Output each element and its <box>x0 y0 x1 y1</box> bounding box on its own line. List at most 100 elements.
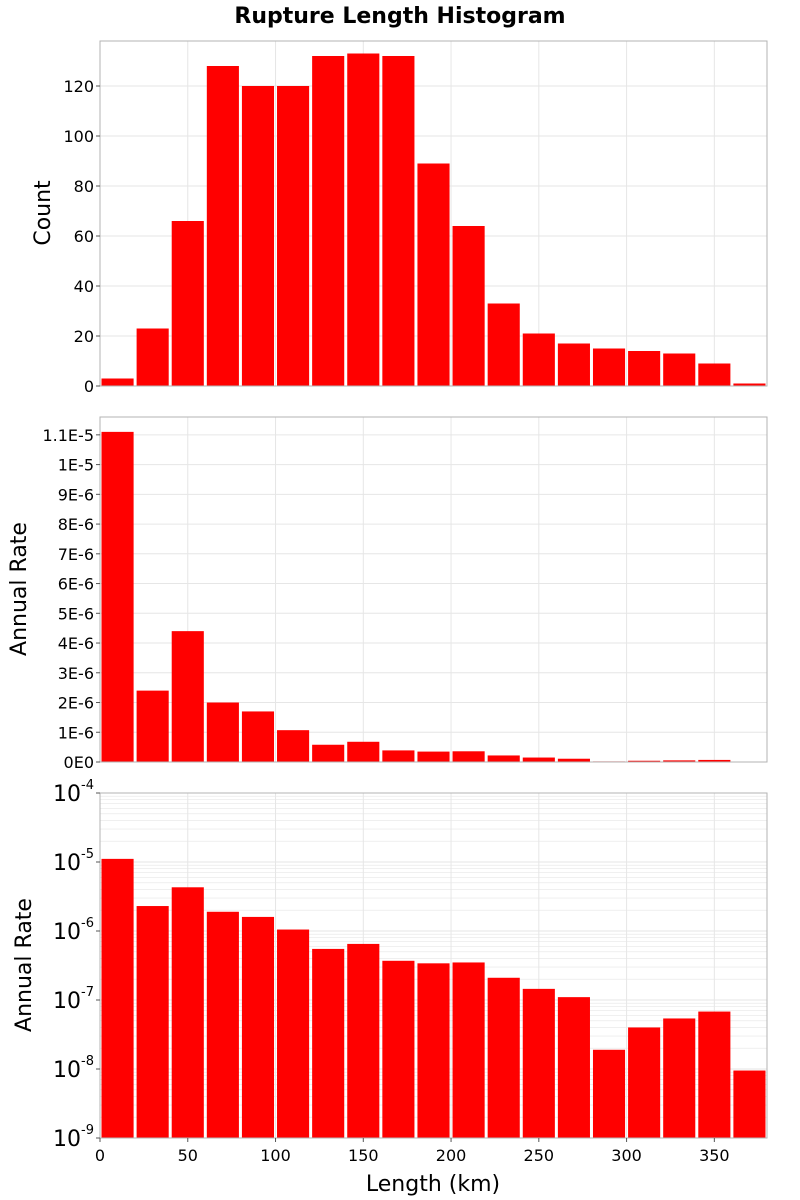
histogram-bar <box>663 353 696 386</box>
y-axis-label: Annual Rate <box>12 898 37 1032</box>
histogram-bar <box>382 750 415 762</box>
histogram-bar <box>592 348 626 386</box>
y-tick-labels: 0 20 40 60 80 100 120 <box>63 77 100 396</box>
y-tick-label: 8E-6 <box>58 515 94 534</box>
histogram-bar <box>206 66 239 386</box>
histogram-bar <box>277 86 310 386</box>
bars <box>101 858 766 1138</box>
x-tick-label: 150 <box>348 1146 379 1165</box>
plot-frame <box>99 40 768 387</box>
x-tick-label: 350 <box>699 1146 730 1165</box>
histogram-bar <box>698 759 731 762</box>
y-tick-labels: 10-9 10-8 10-7 10-6 10-5 10-4 <box>53 778 100 1152</box>
histogram-bar <box>101 431 134 762</box>
x-tick-label: 100 <box>260 1146 291 1165</box>
histogram-bar <box>698 363 731 386</box>
y-axis-label: Annual Rate <box>7 522 32 656</box>
y-tick-label: 60 <box>74 227 94 246</box>
histogram-bar <box>557 997 590 1138</box>
histogram-bar <box>206 702 239 762</box>
histogram-bar <box>628 351 661 386</box>
histogram-bar <box>733 383 766 386</box>
histogram-bar <box>628 1027 661 1138</box>
histogram-bar <box>417 163 450 386</box>
histogram-bar <box>347 741 380 762</box>
annual-rate-log-panel: 10-9 10-8 10-7 10-6 10-5 10-4 0 50 100 150 200 250 3… <box>12 778 768 1165</box>
histogram-bar <box>277 730 310 762</box>
chart-title: Rupture Length Histogram <box>234 4 565 29</box>
histogram-bar <box>382 56 415 386</box>
histogram-bar <box>312 744 345 762</box>
histogram-bar <box>206 911 239 1138</box>
plot-frame <box>99 416 768 763</box>
histogram-bar <box>136 690 169 762</box>
histogram-bar <box>522 757 555 762</box>
y-tick-label: 6E-6 <box>58 575 94 594</box>
histogram-bar <box>733 1070 766 1138</box>
y-tick-label: 40 <box>74 277 94 296</box>
histogram-bar <box>487 303 520 386</box>
histogram-bar <box>136 328 169 386</box>
histogram-bar <box>663 760 696 762</box>
histogram-bar <box>452 962 485 1138</box>
histogram-bar <box>522 333 555 386</box>
bars <box>101 53 766 386</box>
y-tick-label: 1E-6 <box>58 723 94 742</box>
y-tick-label: 20 <box>74 327 94 346</box>
x-tick-label: 0 <box>95 1146 105 1165</box>
histogram-bar <box>347 943 380 1138</box>
y-tick-label: 10-4 <box>53 778 94 807</box>
y-tick-label: 120 <box>63 77 94 96</box>
count-panel: 0 20 40 60 80 100 120 Count <box>31 40 768 396</box>
histogram-bar <box>557 758 590 762</box>
histogram-bar <box>241 711 275 762</box>
x-tick-label: 250 <box>524 1146 555 1165</box>
annual-rate-linear-panel: 0E0 1E-6 2E-6 3E-6 4E-6 5E-6 6E-6 7E-6 8E-6 9E-6 1… <box>7 416 768 772</box>
x-axis-label: Length (km) <box>366 1172 500 1197</box>
histogram-bar <box>347 53 380 386</box>
y-tick-label: 80 <box>74 177 94 196</box>
y-tick-label: 0E0 <box>64 753 94 772</box>
histogram-bar <box>628 760 661 762</box>
histogram-bar <box>171 887 204 1138</box>
y-tick-label: 10-9 <box>53 1123 94 1152</box>
histogram-bar <box>698 1011 731 1138</box>
histogram-bar <box>522 988 555 1138</box>
y-axis-label: Count <box>31 180 56 246</box>
x-tick-labels: 0 50 100 150 200 250 300 350 <box>95 1138 730 1165</box>
histogram-bar <box>452 751 485 762</box>
plot-frame <box>99 792 768 1139</box>
histogram-bar <box>417 751 450 762</box>
histogram-bar <box>101 378 134 386</box>
histogram-bar <box>487 977 520 1138</box>
bars <box>101 431 766 762</box>
histogram-bar <box>487 755 520 762</box>
histogram-bar <box>241 916 275 1138</box>
y-tick-labels: 0E0 1E-6 2E-6 3E-6 4E-6 5E-6 6E-6 7E-6 8E-6 9E-6 1… <box>42 426 100 772</box>
histogram-bar <box>171 221 204 386</box>
y-tick-label: 10-8 <box>53 1054 94 1083</box>
histogram-bar <box>277 929 310 1138</box>
y-tick-label: 0 <box>84 377 94 396</box>
histogram-bar <box>312 948 345 1138</box>
histogram-bar <box>312 56 345 386</box>
y-tick-label: 9E-6 <box>58 485 94 504</box>
histogram-bar <box>101 858 134 1138</box>
y-tick-label: 10-6 <box>53 916 94 945</box>
y-tick-label: 3E-6 <box>58 664 94 683</box>
x-tick-label: 200 <box>436 1146 467 1165</box>
y-tick-label: 10-7 <box>53 985 94 1014</box>
y-tick-label: 10-5 <box>53 847 94 876</box>
histogram-bar <box>557 343 590 386</box>
histogram-bar <box>417 963 450 1138</box>
histogram-bar <box>241 86 275 386</box>
y-tick-label: 1.1E-5 <box>42 426 94 445</box>
histogram-bar <box>663 1018 696 1138</box>
histogram-bar <box>136 906 169 1138</box>
histogram-bar <box>592 1049 626 1138</box>
x-tick-label: 50 <box>178 1146 198 1165</box>
histogram-bar <box>171 631 204 762</box>
histogram-bar <box>382 960 415 1138</box>
y-tick-label: 2E-6 <box>58 694 94 713</box>
